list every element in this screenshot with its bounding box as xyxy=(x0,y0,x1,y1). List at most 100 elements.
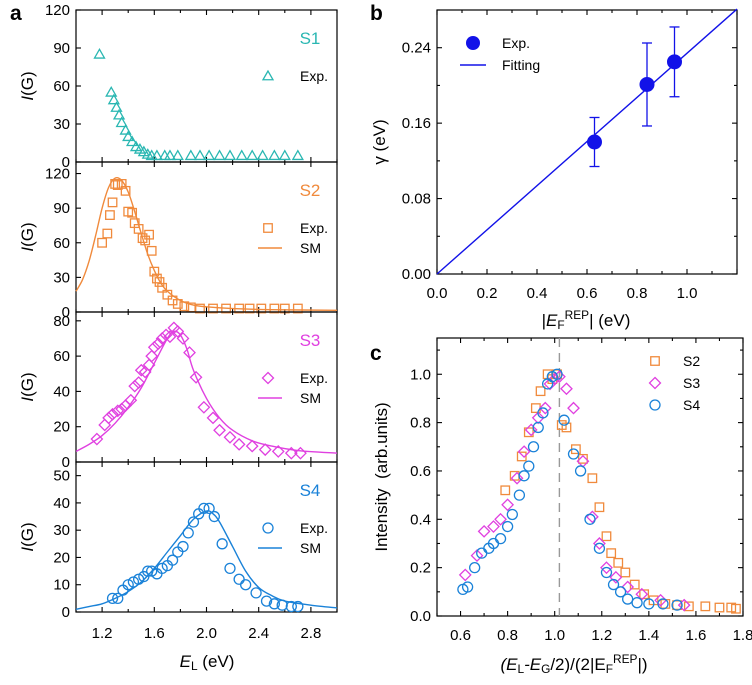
panel-c-s3-point xyxy=(538,401,552,415)
panel-c-s2-point xyxy=(700,601,711,612)
panel-b-legend-marker xyxy=(466,36,480,50)
panel-a-s3-exp-point xyxy=(232,437,246,451)
panel-a-s3-exp-point xyxy=(151,337,165,351)
panel-a-s2-exp-point xyxy=(256,303,267,314)
panel-a-s3-exp-point xyxy=(132,376,146,390)
panel-a-s1-exp-point xyxy=(112,108,126,120)
panel-a-s3-ytick-label: 60 xyxy=(53,348,70,365)
panel-c-s3-point xyxy=(677,598,691,612)
panel-a-s2-exp-point xyxy=(269,303,280,314)
panel-a-s3-exp-point xyxy=(124,393,138,407)
panel-c-ytick-label: 1.0 xyxy=(410,366,431,383)
panel-a-s4-ytick-label: 40 xyxy=(53,495,70,512)
panel-a-s3-exp-point xyxy=(163,330,177,344)
panel-c-frame xyxy=(436,337,744,617)
panel-c-s2-point xyxy=(500,485,511,496)
panel-a-s1-exp-point xyxy=(223,149,237,161)
panel-c-s2-point xyxy=(594,502,605,513)
panel-a-s2-legend-exp: Exp. xyxy=(300,220,328,236)
panel-a-s1-ytick-label: 0 xyxy=(62,154,70,171)
panel-a-s2-exp-point xyxy=(208,303,218,314)
panel-a-s3-exp-point xyxy=(189,370,203,384)
panel-b-exp-point xyxy=(587,134,602,150)
panel-a-s1-legend-exp: Exp. xyxy=(300,68,328,84)
panel-a-xtick-label: 1.2 xyxy=(92,625,113,642)
panel-c-s4-point xyxy=(518,470,530,482)
panel-c-s4-point xyxy=(532,421,544,434)
panel-c-s4-point xyxy=(527,441,540,453)
panel-c-s4-point xyxy=(671,599,683,611)
panel-c-s3-point xyxy=(548,372,562,386)
panel-b-ytick-label: 0.24 xyxy=(402,40,431,57)
panel-b-ylabel: γ (eV) xyxy=(370,119,389,164)
panel-b-ytick-label: 0.00 xyxy=(402,266,431,283)
panel-c-s3-point xyxy=(621,580,635,594)
panel-a-s3-legend-exp: Exp. xyxy=(300,370,328,386)
panel-a-s1-frame xyxy=(75,9,338,163)
panel-a-s4-exp-point xyxy=(233,573,245,585)
panel-b-xtick-label: 1.0 xyxy=(677,285,698,302)
panel-a-s4-ytick-label: 0 xyxy=(62,604,70,621)
panel-a-s1-exp-point xyxy=(278,149,291,161)
panel-c-s2-point xyxy=(561,422,572,433)
panel-a-s3-exp-point xyxy=(142,358,156,372)
panel-a-s4-sample-label: S4 xyxy=(300,481,321,500)
panel-c-s2-point xyxy=(683,601,694,612)
panel-b-legend-exp: Exp. xyxy=(502,35,530,51)
panel-a-s3-ytick-label: 0 xyxy=(62,454,70,471)
panel-a-s3-exp-point xyxy=(134,363,148,377)
panel-a-s2-exp-point xyxy=(127,207,138,218)
panel-c-s4-point xyxy=(593,542,606,554)
panel-c-ytick-label: 0.4 xyxy=(410,511,431,528)
panel-c-s2-point xyxy=(672,600,682,611)
panel-a-s2-exp-point xyxy=(221,303,231,314)
panel-a-xtick-label: 1.6 xyxy=(144,625,165,642)
panel-a-s1-exp-point xyxy=(213,149,226,161)
panel-c-s3-point xyxy=(552,370,566,384)
panel-c-s3-point xyxy=(458,568,472,582)
panel-a-s1-exp-point xyxy=(291,149,304,161)
panel-c-s3-point xyxy=(510,471,524,485)
panel-c-xtick-label: 1.6 xyxy=(685,627,706,644)
panel-a-s2-exp-point xyxy=(154,277,165,287)
panel-a-s4-ytick-label: 20 xyxy=(53,549,70,566)
panel-b-xtick-label: 0.0 xyxy=(427,285,448,302)
panel-a-s2-exp-point xyxy=(157,282,168,293)
panel-a-s2-ytick-label: 90 xyxy=(53,200,70,217)
panel-c-s3-point xyxy=(609,570,623,584)
panel-a-s2-sample-label: S2 xyxy=(300,181,321,200)
panel-a-s3-exp-point xyxy=(147,340,161,354)
panel-b-ytick-label: 0.16 xyxy=(402,115,431,132)
panel-a-s4-exp-point xyxy=(132,573,145,585)
panel-a-s3-exp-point xyxy=(294,446,307,460)
panel-a-s3-frame xyxy=(75,311,338,463)
panel-a-s2-ytick-label: 0 xyxy=(62,304,70,321)
panel-c-s3-point xyxy=(531,411,545,425)
panel-b-xtick-label: 0.2 xyxy=(477,285,498,302)
panel-a-s3-sample-label: S3 xyxy=(300,331,321,350)
panel-a-s1-ylabel: I(G) xyxy=(18,71,37,100)
panel-c-s3-point xyxy=(477,524,491,538)
panel-a-s3-sm-curve xyxy=(75,330,338,454)
panel-a-s3-exp-point xyxy=(284,446,298,460)
panel-c-s3-point xyxy=(494,512,507,526)
panel-a-s4-exp-point xyxy=(146,565,158,577)
panel-a-s1-exp-point xyxy=(110,101,123,112)
panel-a-s1-exp-point xyxy=(184,149,197,161)
panel-a-s3-ytick-label: 80 xyxy=(53,313,70,330)
panel-label-a: a xyxy=(10,2,22,25)
panel-c-s4-point xyxy=(631,597,643,609)
panel-a-s4-exp-point xyxy=(187,516,200,528)
panel-a-s2-exp-point xyxy=(152,273,162,284)
panel-a-s2-legend-marker xyxy=(263,223,273,233)
panel-c-s3-point xyxy=(487,520,500,533)
panel-c-ytick-label: 0.6 xyxy=(410,463,431,480)
panel-c-s3-point xyxy=(470,549,484,562)
panel-a-s3-exp-point xyxy=(176,332,190,345)
panel-a-s4-ytick-label: 50 xyxy=(53,468,70,485)
panel-c-s4-point xyxy=(537,407,549,419)
panel-a-s4-exp-point xyxy=(285,600,297,613)
panel-c-s4-point xyxy=(567,448,580,460)
panel-a-s1-ytick-label: 30 xyxy=(53,116,70,133)
panel-c-s2-point xyxy=(620,567,631,578)
